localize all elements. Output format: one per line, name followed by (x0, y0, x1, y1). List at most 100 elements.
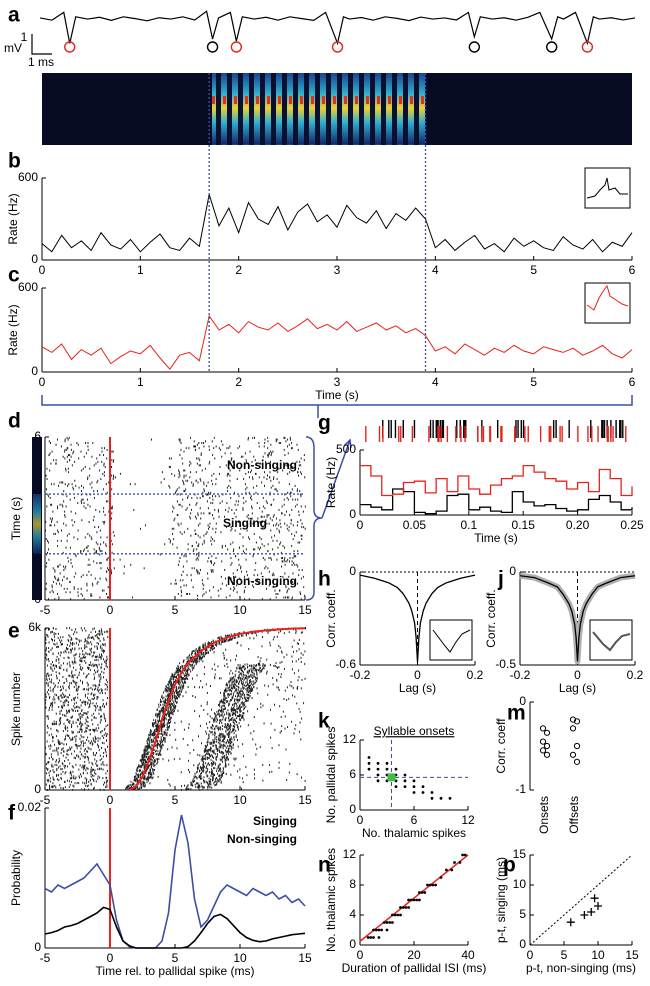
raster-spike (239, 667, 240, 669)
raster-spike (84, 789, 85, 791)
raster-spike (224, 714, 225, 716)
raster-spike (59, 758, 60, 760)
raster-spike (243, 536, 244, 538)
raster-spike (267, 454, 268, 456)
raster-spike (208, 762, 209, 764)
raster-spike (247, 689, 248, 691)
raster-spike (130, 564, 131, 566)
raster-spike (206, 485, 207, 487)
raster-spike (87, 716, 88, 718)
raster-spike (224, 691, 225, 693)
raster-spike (259, 476, 260, 478)
raster-spike (85, 656, 86, 658)
raster-spike (54, 750, 55, 752)
raster-spike (165, 690, 166, 692)
raster-spike (54, 723, 55, 725)
raster-spike (52, 652, 53, 654)
raster-spike (95, 671, 96, 673)
raster-spike (213, 782, 214, 784)
raster-spike (55, 533, 56, 535)
raster-spike (249, 538, 250, 540)
raster-spike (85, 722, 86, 724)
raster-spike (93, 560, 94, 562)
raster-spike (183, 483, 184, 485)
raster-spike (196, 648, 197, 650)
raster-spike (50, 452, 51, 454)
raster-spike (247, 710, 248, 712)
raster-spike (186, 475, 187, 477)
raster-spike (79, 664, 80, 666)
raster-spike (274, 636, 275, 638)
raster-spike (93, 654, 94, 656)
raster-spike (183, 469, 184, 471)
raster-spike (227, 745, 228, 747)
raster-spike (280, 731, 281, 733)
raster-spike (212, 495, 213, 497)
raster-spike (243, 713, 244, 715)
raster-spike (142, 782, 143, 784)
raster-spike (45, 707, 46, 709)
raster-spike (85, 442, 86, 444)
raster-spike (82, 716, 83, 718)
raster-spike (231, 738, 232, 740)
raster-spike (103, 521, 104, 523)
raster-spike (90, 702, 91, 704)
raster-spike (106, 665, 107, 667)
raster-spike (285, 690, 286, 692)
raster-spike (67, 644, 68, 646)
raster-spike (63, 704, 64, 706)
raster-spike (233, 550, 234, 552)
raster-spike (93, 673, 94, 675)
raster-spike (95, 773, 96, 775)
x-tick-label: 1 (137, 375, 144, 389)
raster-spike (194, 650, 195, 652)
raster-spike (104, 668, 105, 670)
raster-spike (103, 752, 104, 754)
raster-spike (256, 673, 257, 675)
raster-spike (87, 737, 88, 739)
raster-spike (297, 550, 298, 552)
raster-spike (239, 533, 240, 535)
raster-spike (49, 651, 50, 653)
raster-spike (229, 445, 230, 447)
raster-spike (223, 734, 224, 736)
raster-spike (284, 449, 285, 451)
raster-spike (214, 663, 215, 665)
raster-spike (193, 548, 194, 550)
raster-spike (99, 596, 100, 598)
raster-spike (234, 712, 235, 714)
raster-spike (239, 547, 240, 549)
x-tick-label: 6 (629, 375, 636, 389)
raster-spike (156, 730, 157, 732)
raster-spike (253, 680, 254, 682)
raster-spike (300, 722, 301, 724)
raster-spike (99, 656, 100, 658)
raster-spike (66, 678, 67, 680)
raster-spike (299, 708, 300, 710)
raster-spike (209, 786, 210, 788)
raster-spike (150, 733, 151, 735)
raster-spike (75, 638, 76, 640)
raster-spike (287, 590, 288, 592)
raster-spike (293, 687, 294, 689)
raster-spike (170, 705, 171, 707)
raster-spike (193, 778, 194, 780)
raster-spike (223, 747, 224, 749)
raster-spike (63, 751, 64, 753)
raster-spike (90, 700, 91, 702)
raster-spike (70, 772, 71, 774)
raster-spike (51, 668, 52, 670)
raster-spike (139, 770, 140, 772)
raster-spike (224, 694, 225, 696)
raster-spike (106, 764, 107, 766)
raster-spike (51, 702, 52, 704)
raster-spike (149, 782, 150, 784)
raster-spike (294, 696, 295, 698)
raster-spike (224, 755, 225, 757)
raster-spike (81, 725, 82, 727)
raster-spike (254, 533, 255, 535)
raster-spike (111, 512, 112, 514)
raster-spike (203, 709, 204, 711)
raster-spike (293, 732, 294, 734)
raster-spike (301, 661, 302, 663)
